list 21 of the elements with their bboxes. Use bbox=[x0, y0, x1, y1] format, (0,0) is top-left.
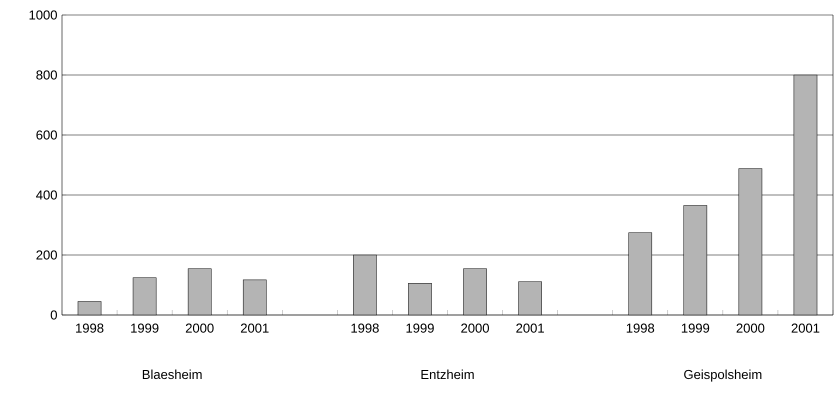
y-tick-label: 200 bbox=[36, 250, 57, 260]
y-tick-label: 800 bbox=[36, 70, 57, 80]
x-tick-label: 1998 bbox=[76, 324, 104, 333]
x-tick-label: 2000 bbox=[736, 324, 764, 333]
text: Geispolsheim bbox=[684, 370, 762, 382]
y-tick-label: 0 bbox=[50, 310, 57, 320]
x-tick-label: 1999 bbox=[682, 324, 710, 333]
x-tick-label: 2001 bbox=[792, 324, 820, 333]
y-tick-label: 600 bbox=[36, 130, 57, 140]
text: Entzheim bbox=[421, 370, 474, 380]
y-tick-label: 1000 bbox=[30, 10, 57, 20]
text: Blaesheim bbox=[142, 370, 202, 380]
y-tick-label: 400 bbox=[36, 190, 57, 200]
x-tick-label: 1999 bbox=[406, 324, 434, 333]
x-tick-label: 1998 bbox=[351, 324, 379, 333]
x-tick-label: 1998 bbox=[626, 324, 654, 333]
x-tick-label: 2000 bbox=[461, 324, 489, 333]
x-tick-label: 2001 bbox=[240, 324, 269, 333]
x-tick-label: 2001 bbox=[516, 324, 544, 333]
x-tick-label: 1999 bbox=[131, 324, 158, 333]
x-tick-label: 2000 bbox=[186, 324, 214, 333]
